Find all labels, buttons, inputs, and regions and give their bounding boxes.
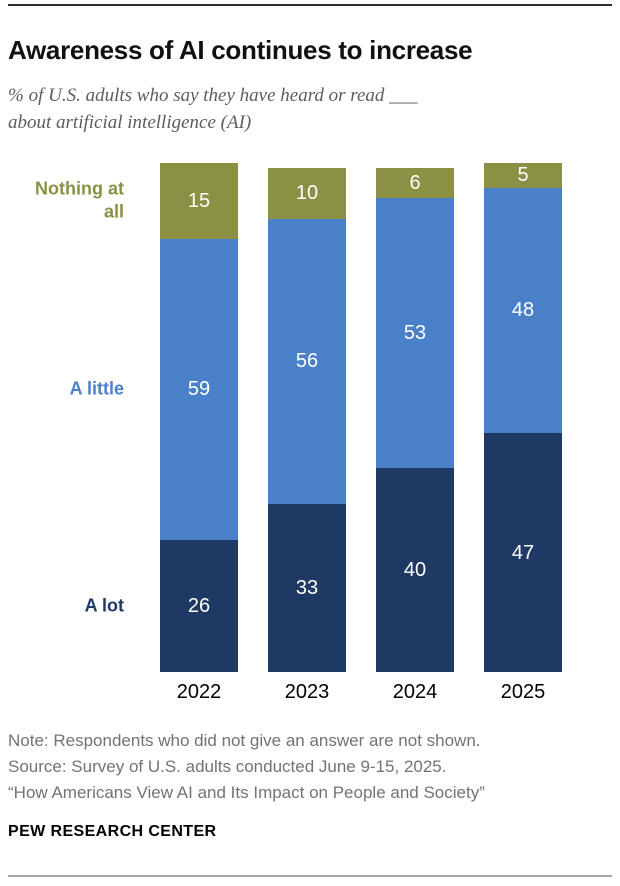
segment-value-label: 40 — [403, 559, 427, 582]
segment-a-lot-2022: 26 — [160, 539, 238, 673]
segment-nothing-at-all-2022: 15 — [160, 162, 238, 239]
stacked-bar-2025: 5 48 47 — [484, 162, 562, 673]
segment-value-label: 6 — [409, 171, 421, 194]
segment-a-little-2024: 53 — [376, 198, 454, 469]
segment-value-label: 47 — [511, 541, 535, 564]
segment-nothing-at-all-2023: 10 — [268, 167, 346, 219]
stacked-bar-2022: 15 59 26 — [160, 162, 238, 673]
segment-value-label: 48 — [511, 299, 535, 322]
segment-a-lot-2025: 47 — [484, 432, 562, 673]
chart-notes: Note: Respondents who did not give an an… — [8, 728, 612, 806]
bars-area: 15 59 26 10 56 33 6 53 40 5 48 47 — [160, 162, 562, 673]
stacked-bar-2024: 6 53 40 — [376, 167, 454, 673]
bottom-divider — [8, 875, 612, 877]
segment-nothing-at-all-2024: 6 — [376, 167, 454, 199]
chart-subtitle-line1: % of U.S. adults who say they have heard… — [8, 85, 418, 107]
series-label-column: A lot A little Nothing at all — [8, 162, 130, 672]
report-title-line: “How Americans View AI and Its Impact on… — [8, 783, 485, 803]
segment-value-label: 5 — [517, 164, 529, 187]
x-axis-label-2024: 2024 — [392, 681, 438, 704]
chart-subtitle-line2: about artificial intelligence (AI) — [8, 111, 252, 133]
chart-subtitle: % of U.S. adults who say they have heard… — [8, 83, 612, 136]
top-divider — [8, 4, 612, 6]
segment-value-label: 10 — [295, 182, 319, 205]
segment-a-little-2025: 48 — [484, 188, 562, 433]
series-label-a-little: A little — [69, 378, 124, 399]
pew-research-center-wordmark: PEW RESEARCH CENTER — [8, 823, 217, 841]
segment-value-label: 56 — [295, 350, 319, 373]
source-line: Source: Survey of U.S. adults conducted … — [8, 757, 447, 777]
series-label-nothing-at-all: Nothing at all — [35, 178, 124, 222]
segment-nothing-at-all-2025: 5 — [484, 162, 562, 188]
note-line: Note: Respondents who did not give an an… — [8, 731, 481, 751]
stacked-bar-chart: A lot A little Nothing at all 15 59 26 10 56 33… — [8, 162, 612, 673]
series-label-a-lot: A lot — [84, 595, 124, 616]
segment-value-label: 15 — [187, 189, 211, 212]
segment-value-label: 53 — [403, 322, 427, 345]
segment-a-lot-2023: 33 — [268, 504, 346, 673]
segment-a-little-2023: 56 — [268, 218, 346, 505]
segment-a-little-2022: 59 — [160, 239, 238, 540]
segment-a-lot-2024: 40 — [376, 468, 454, 673]
segment-value-label: 33 — [295, 577, 319, 600]
x-axis-label-2023: 2023 — [284, 681, 330, 704]
x-axis-label-2022: 2022 — [176, 681, 222, 704]
x-axis-label-2025: 2025 — [500, 681, 546, 704]
segment-value-label: 59 — [187, 378, 211, 401]
stacked-bar-2023: 10 56 33 — [268, 167, 346, 673]
segment-value-label: 26 — [187, 595, 211, 618]
x-axis-labels: 2022 2023 2024 2025 — [160, 681, 612, 704]
chart-title: Awareness of AI continues to increase — [8, 35, 473, 65]
